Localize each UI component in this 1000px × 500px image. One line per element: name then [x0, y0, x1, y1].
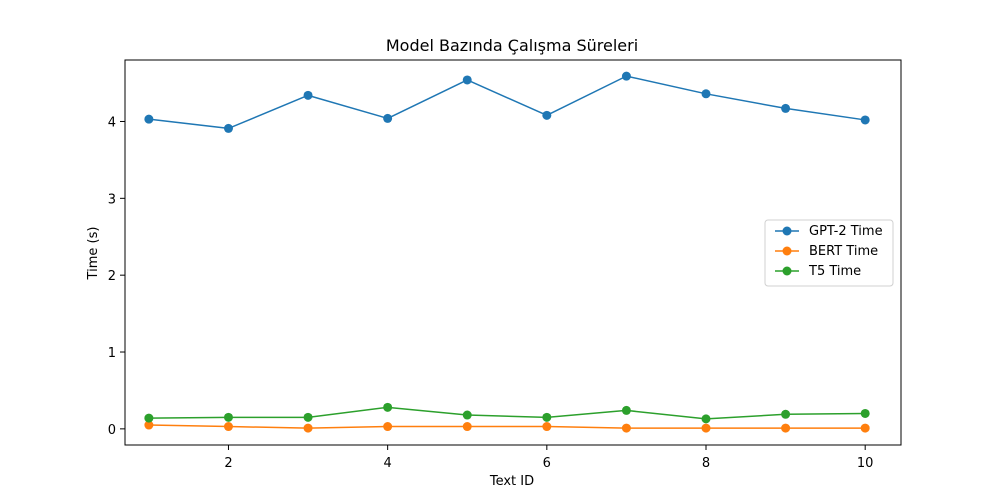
- x-tick-label: 8: [702, 456, 710, 471]
- y-axis-label: Time (s): [86, 227, 101, 281]
- y-tick-label: 0: [108, 423, 116, 438]
- data-point: [223, 422, 233, 432]
- data-point: [860, 423, 870, 433]
- legend: GPT-2 Time BERT Time T5 Time: [764, 219, 894, 287]
- x-tick-label: 4: [384, 456, 392, 471]
- series-line: [148, 406, 866, 420]
- data-point: [621, 71, 631, 81]
- legend-item: GPT-2 Time: [775, 224, 883, 239]
- data-point: [303, 412, 313, 422]
- data-point: [383, 113, 393, 123]
- data-point: [781, 103, 791, 113]
- series-line: [148, 424, 866, 429]
- data-point: [462, 75, 472, 85]
- series-layer: [144, 71, 870, 433]
- data-point: [701, 423, 711, 433]
- series-3: [144, 402, 870, 424]
- x-tick-label: 6: [543, 456, 551, 471]
- legend-marker: [782, 246, 792, 256]
- data-point: [303, 90, 313, 100]
- legend-label: BERT Time: [809, 244, 878, 259]
- y-tick-label: 1: [108, 346, 116, 361]
- data-point: [303, 423, 313, 433]
- legend-box: [764, 219, 894, 287]
- data-point: [860, 408, 870, 418]
- legend-marker: [782, 266, 792, 276]
- data-point: [383, 402, 393, 412]
- series-line: [148, 75, 866, 130]
- data-point: [860, 115, 870, 125]
- data-point: [621, 423, 631, 433]
- legend-label: GPT-2 Time: [809, 224, 883, 239]
- y-tick-label: 3: [108, 192, 116, 207]
- data-point: [542, 412, 552, 422]
- legend-label: T5 Time: [808, 264, 861, 279]
- data-point: [144, 420, 154, 430]
- data-point: [621, 405, 631, 415]
- series-2: [144, 420, 870, 433]
- x-tick-label: 2: [224, 456, 232, 471]
- y-tick-label: 4: [108, 115, 116, 130]
- x-axis-ticks: 2 4 6 8 10: [224, 445, 873, 471]
- y-axis-ticks: 0 1 2 3 4: [108, 115, 125, 438]
- data-point: [383, 422, 393, 432]
- data-point: [223, 123, 233, 133]
- data-point: [144, 114, 154, 124]
- data-point: [462, 410, 472, 420]
- data-point: [781, 423, 791, 433]
- x-axis-label: Text ID: [489, 474, 534, 489]
- x-tick-label: 10: [857, 456, 874, 471]
- plot-area-frame: [124, 59, 902, 446]
- data-point: [781, 409, 791, 419]
- legend-item: BERT Time: [775, 244, 878, 259]
- data-point: [144, 413, 154, 423]
- data-point: [701, 89, 711, 99]
- legend-item: T5 Time: [775, 264, 861, 279]
- data-point: [701, 414, 711, 424]
- series-1: [144, 71, 870, 133]
- data-point: [542, 422, 552, 432]
- data-point: [542, 110, 552, 120]
- chart-title: Model Bazında Çalışma Süreleri: [386, 36, 638, 55]
- data-point: [223, 412, 233, 422]
- legend-marker: [782, 226, 792, 236]
- data-point: [462, 422, 472, 432]
- y-tick-label: 2: [108, 269, 116, 284]
